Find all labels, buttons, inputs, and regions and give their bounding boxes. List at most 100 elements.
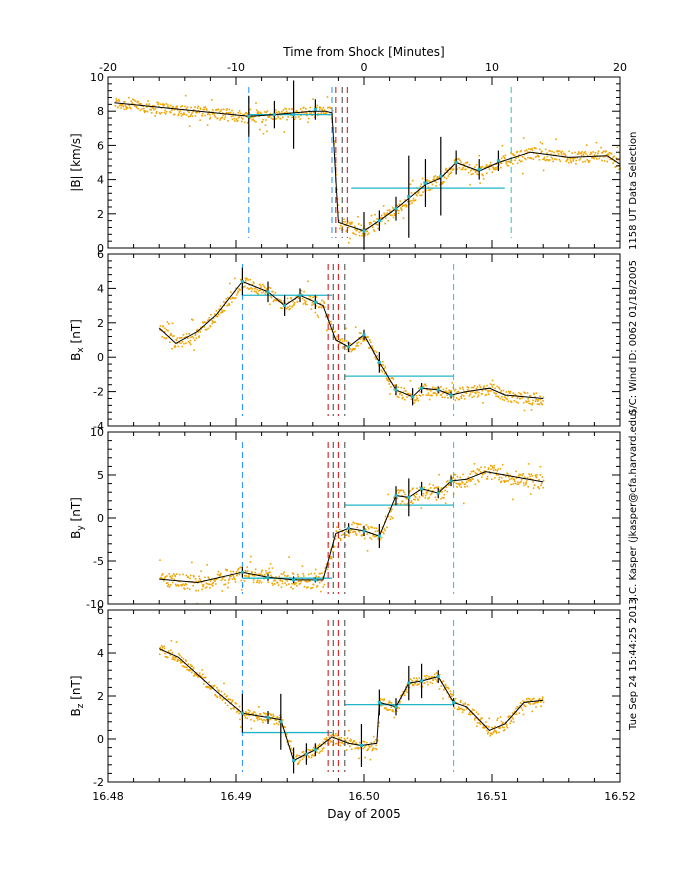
y-tick-label: 10 [90, 71, 104, 84]
raw-point [388, 700, 391, 702]
raw-point [507, 390, 510, 393]
raw-point [485, 389, 487, 391]
raw-point [347, 743, 349, 745]
raw-point [257, 292, 259, 295]
raw-point [317, 747, 319, 750]
raw-point [235, 703, 238, 705]
raw-point [432, 386, 434, 389]
raw-point [167, 104, 169, 106]
raw-point [230, 708, 232, 710]
error-bar-center [477, 167, 481, 171]
raw-point [297, 763, 300, 765]
raw-point [401, 394, 403, 396]
raw-point [255, 713, 257, 716]
raw-point [600, 152, 603, 154]
raw-point [317, 579, 319, 582]
raw-point [574, 157, 576, 159]
raw-point [180, 342, 182, 344]
raw-point [365, 744, 367, 747]
raw-point [568, 150, 570, 153]
raw-point [531, 147, 533, 150]
raw-point [467, 478, 469, 481]
raw-point [292, 573, 295, 575]
raw-point [310, 587, 312, 590]
raw-point [350, 529, 352, 531]
raw-point [244, 717, 247, 719]
raw-point [458, 482, 461, 485]
raw-point [163, 645, 165, 648]
raw-point [236, 573, 238, 575]
raw-point [276, 299, 278, 302]
raw-point [416, 493, 418, 495]
raw-point [253, 120, 255, 122]
raw-point [499, 716, 502, 718]
raw-point [380, 705, 382, 707]
raw-point [542, 396, 545, 399]
raw-point [505, 480, 508, 482]
raw-point [178, 653, 180, 655]
raw-point [491, 384, 493, 386]
raw-point [482, 402, 484, 404]
raw-point [403, 694, 406, 696]
raw-point [411, 488, 413, 491]
raw-point [193, 575, 195, 578]
raw-point [251, 571, 253, 574]
raw-point [325, 563, 328, 565]
raw-point [428, 677, 430, 680]
raw-point [293, 302, 296, 304]
raw-point [401, 209, 403, 211]
raw-point [318, 306, 320, 309]
raw-point [332, 550, 334, 553]
raw-point [476, 725, 478, 727]
raw-point [316, 114, 319, 117]
raw-point [157, 103, 159, 106]
raw-point [265, 713, 267, 715]
raw-point [304, 108, 307, 110]
raw-point [406, 396, 408, 398]
raw-point [410, 500, 413, 502]
raw-point [117, 106, 119, 108]
raw-point [493, 730, 495, 733]
raw-point [221, 116, 223, 119]
raw-point [273, 579, 275, 582]
raw-point [404, 204, 406, 206]
y-tick-label: 5 [97, 469, 104, 482]
raw-point [170, 639, 173, 642]
raw-point [278, 720, 280, 723]
raw-point [293, 304, 295, 306]
raw-point [484, 166, 487, 169]
raw-point [390, 515, 393, 518]
raw-point [151, 106, 153, 109]
raw-point [263, 718, 265, 721]
raw-point [249, 710, 251, 712]
raw-point [222, 108, 225, 111]
raw-point [203, 106, 205, 109]
raw-point [184, 588, 186, 590]
raw-point [141, 108, 143, 110]
raw-point [200, 675, 203, 678]
raw-point [482, 725, 485, 727]
raw-point [522, 713, 525, 716]
raw-point [587, 159, 590, 162]
raw-point [373, 350, 376, 352]
raw-point [180, 115, 183, 117]
raw-point [187, 576, 190, 579]
raw-point [124, 104, 127, 107]
raw-point [534, 701, 537, 704]
raw-point [442, 689, 445, 691]
raw-point [534, 396, 536, 398]
raw-point [359, 338, 361, 340]
raw-point [499, 726, 501, 728]
raw-point [454, 697, 457, 700]
raw-point [612, 156, 614, 159]
raw-point [169, 341, 171, 343]
raw-point [220, 572, 222, 575]
raw-point [322, 106, 325, 109]
raw-point [253, 290, 256, 293]
raw-point [315, 575, 318, 577]
raw-point [288, 556, 290, 558]
raw-point [419, 391, 421, 393]
raw-point [566, 158, 569, 161]
raw-point [482, 174, 484, 177]
raw-point [357, 746, 359, 749]
